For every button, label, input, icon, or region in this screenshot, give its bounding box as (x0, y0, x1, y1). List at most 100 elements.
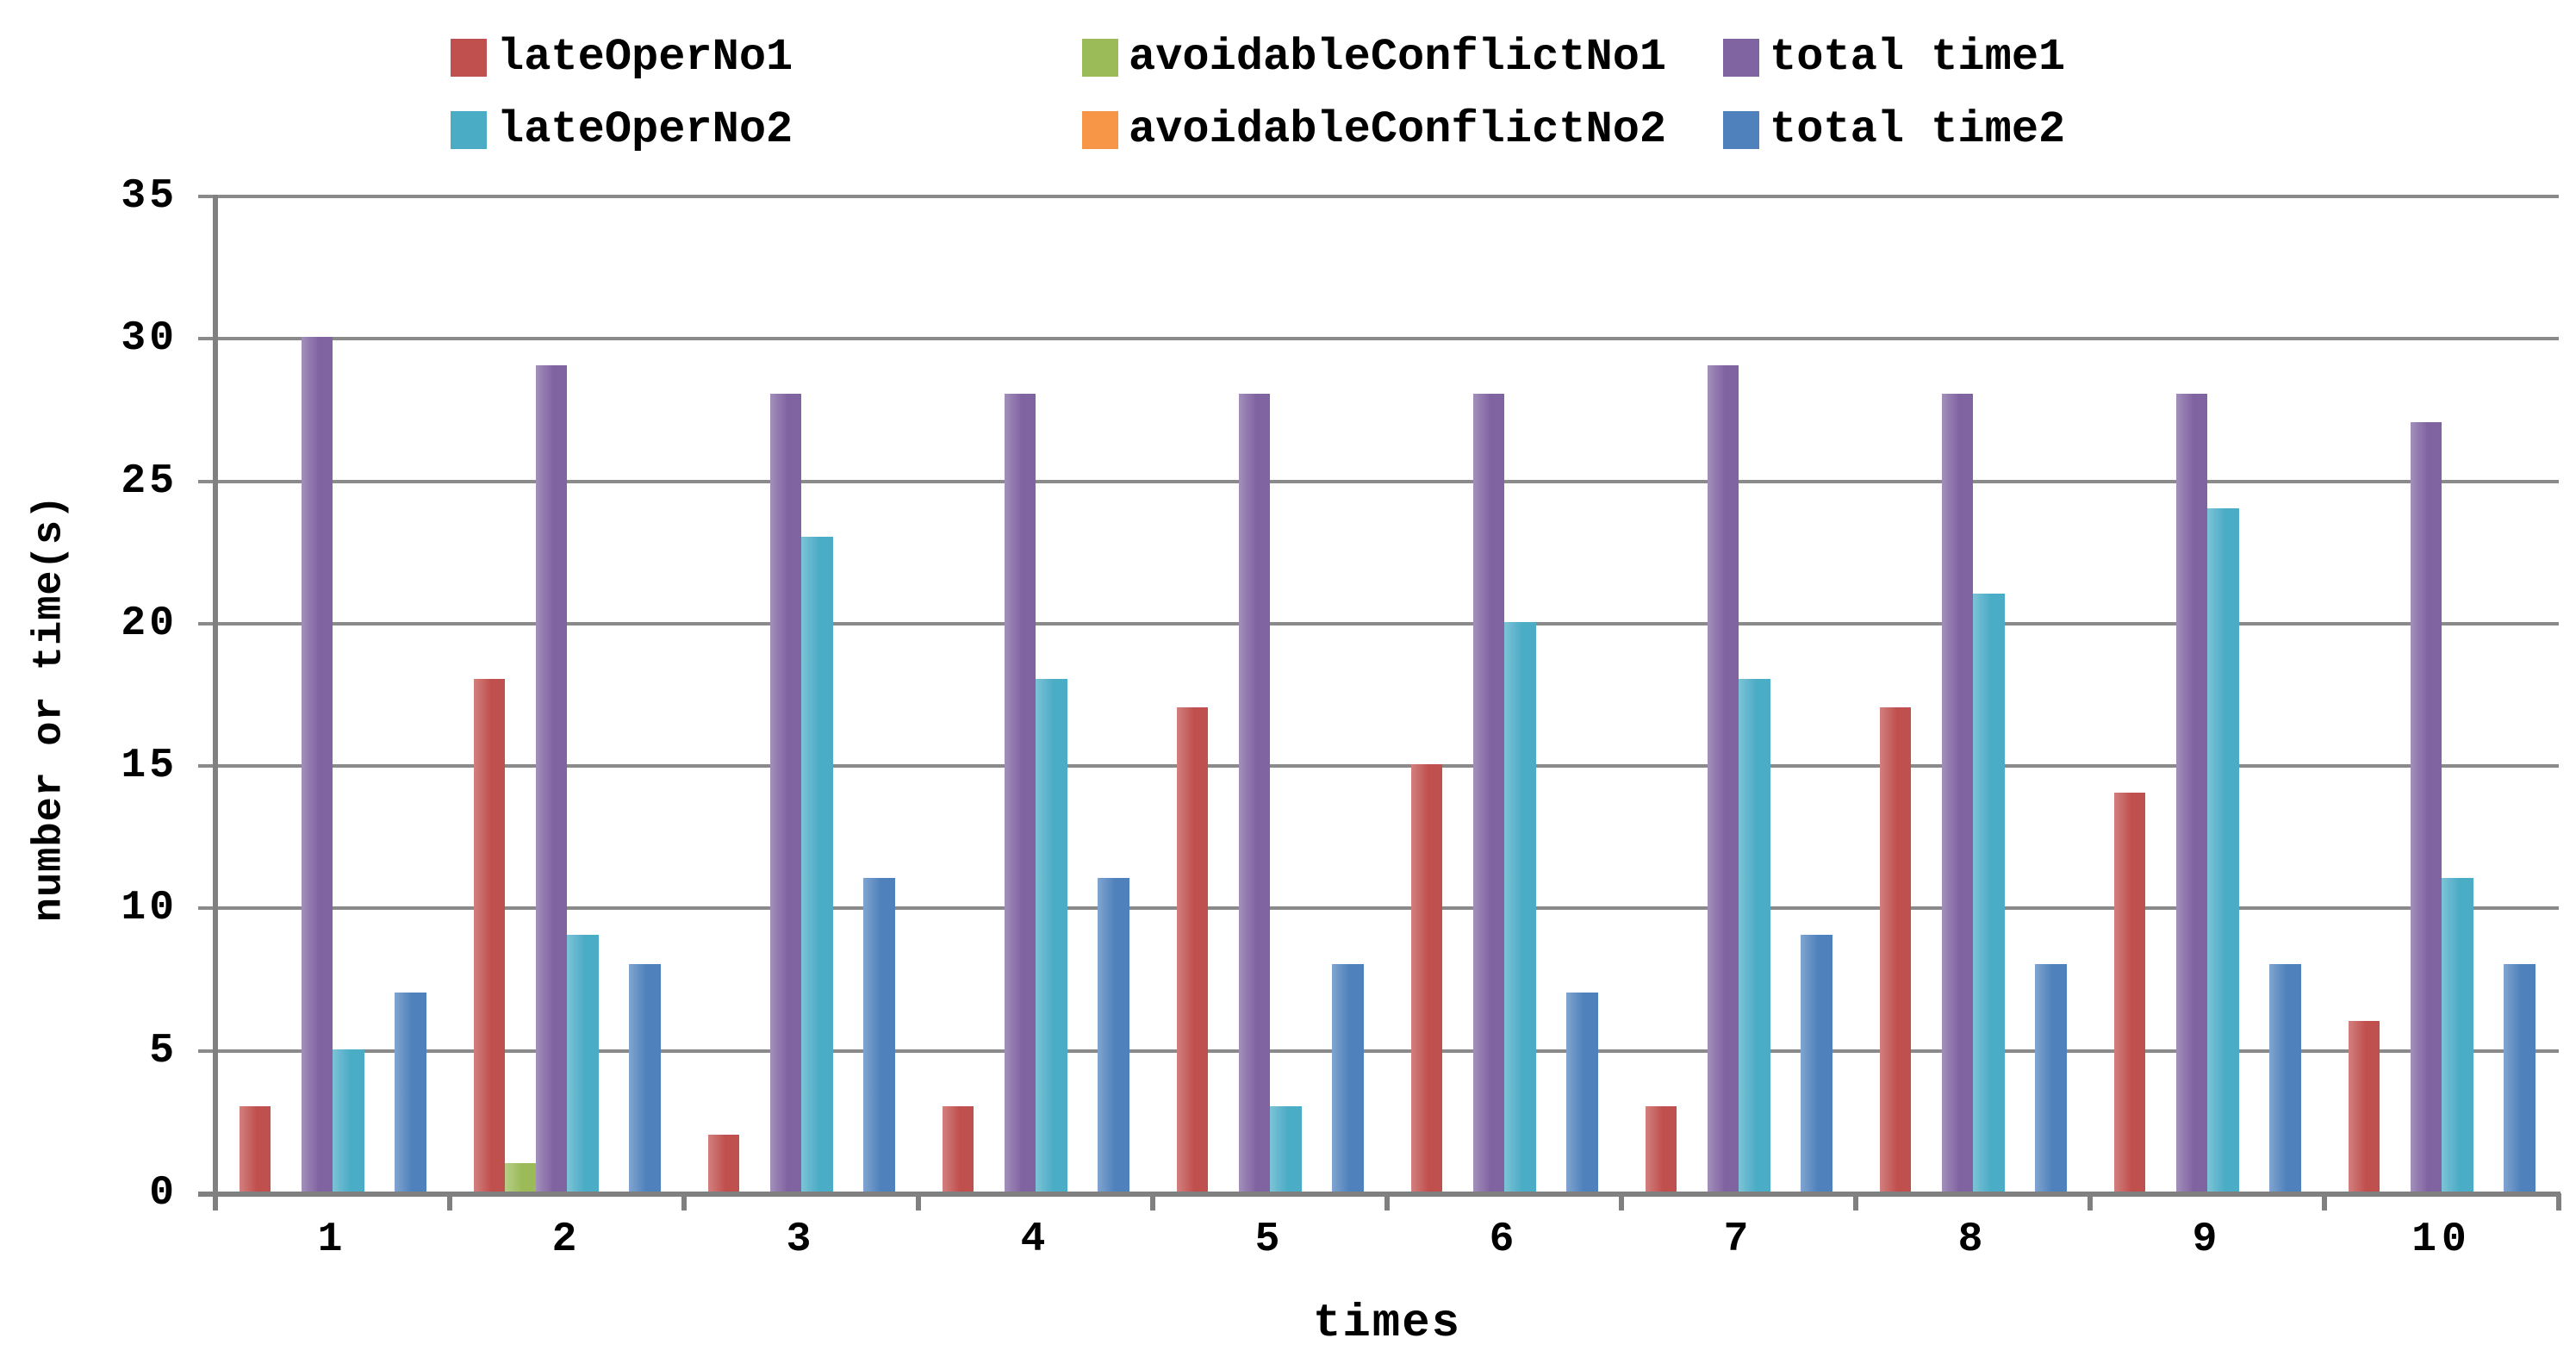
bar (1879, 707, 1912, 1192)
x-tick-mark (447, 1193, 452, 1211)
legend-label: lateOperNo2 (497, 104, 793, 155)
gridline (198, 1049, 2559, 1053)
bar-highlight (707, 1134, 740, 1192)
legend-swatch (1723, 111, 1759, 149)
legend-label: avoidableConflictNo2 (1129, 104, 1667, 155)
gridline (198, 479, 2559, 483)
legend-entry: lateOperNo2 (451, 104, 793, 155)
bar-highlight (473, 678, 506, 1192)
bar (473, 678, 506, 1192)
x-tick-label: 4 (1020, 1217, 1051, 1263)
bar-highlight (2442, 878, 2473, 1192)
bar-highlight (629, 963, 661, 1192)
bar (1801, 935, 1832, 1192)
x-tick-label: 7 (1723, 1217, 1754, 1263)
bar-highlight (1801, 935, 1832, 1192)
gridline (198, 906, 2559, 911)
bar (2035, 963, 2067, 1192)
legend-label: total time1 (1770, 32, 2066, 83)
bar-highlight (567, 935, 599, 1192)
bar (1941, 394, 1974, 1192)
bar-highlight (769, 394, 802, 1192)
bar (2504, 963, 2536, 1192)
x-tick-label: 3 (786, 1217, 817, 1263)
bar-highlight (1504, 621, 1536, 1192)
x-tick-mark (2322, 1193, 2327, 1211)
legend-swatch (451, 111, 487, 149)
legend-entry: lateOperNo1 (451, 32, 793, 83)
x-tick-label: 10 (2411, 1217, 2472, 1263)
y-tick-label: 35 (121, 173, 177, 220)
bar (2113, 793, 2146, 1192)
bar (1645, 1105, 1677, 1192)
legend-entry: total time2 (1723, 104, 2066, 155)
bar-highlight (2269, 963, 2301, 1192)
x-tick-mark (2088, 1193, 2093, 1211)
bar (1036, 678, 1067, 1192)
x-tick-label: 9 (2192, 1217, 2223, 1263)
legend-entry: avoidableConflictNo2 (1082, 104, 1667, 155)
bar (567, 935, 599, 1192)
bar-highlight (2175, 394, 2208, 1192)
bar (629, 963, 661, 1192)
bar-highlight (801, 536, 833, 1192)
x-tick-mark (1384, 1193, 1390, 1211)
bar-highlight (1238, 394, 1271, 1192)
bar-highlight (863, 878, 895, 1192)
bar (1707, 365, 1739, 1192)
gridline (198, 195, 2559, 198)
x-tick-label: 2 (551, 1217, 582, 1263)
bar (301, 337, 333, 1192)
bar-highlight (1973, 593, 2005, 1192)
y-tick-label: 10 (121, 885, 177, 932)
bar (239, 1105, 271, 1192)
bar (1004, 394, 1036, 1192)
gridline (198, 764, 2559, 769)
bar (1973, 593, 2005, 1192)
gridline (198, 621, 2559, 625)
bar-highlight (504, 1162, 537, 1192)
x-tick-label: 1 (317, 1217, 348, 1263)
bar (1739, 678, 1770, 1192)
bar-highlight (301, 337, 333, 1192)
bar (535, 365, 568, 1192)
legend-swatch (451, 39, 487, 77)
bar (1472, 394, 1505, 1192)
bar-highlight (1270, 1105, 1302, 1192)
y-tick-label: 30 (121, 315, 177, 363)
legend-label: total time2 (1770, 104, 2066, 155)
bar-highlight (1739, 678, 1770, 1192)
bar-highlight (239, 1105, 271, 1192)
legend-swatch (1082, 111, 1118, 149)
x-tick-mark (1619, 1193, 1624, 1211)
bar (2410, 422, 2442, 1192)
bar-highlight (395, 992, 426, 1192)
bar (2348, 1020, 2380, 1192)
bar (769, 394, 802, 1192)
bar-highlight (333, 1049, 364, 1192)
bar (1332, 963, 1364, 1192)
bar (801, 536, 833, 1192)
bar (863, 878, 895, 1192)
bar (333, 1049, 364, 1192)
bar (2175, 394, 2208, 1192)
bar-highlight (1566, 992, 1598, 1192)
x-tick-mark (1853, 1193, 1858, 1211)
bar (1566, 992, 1598, 1192)
bar-highlight (2113, 793, 2146, 1192)
bar-highlight (1098, 878, 1129, 1192)
bar (2442, 878, 2473, 1192)
bar-highlight (1472, 394, 1505, 1192)
legend-swatch (1723, 39, 1759, 77)
bar (2207, 507, 2239, 1192)
x-tick-mark (1150, 1193, 1155, 1211)
bar (395, 992, 426, 1192)
bar-highlight (2504, 963, 2536, 1192)
x-tick-mark (2556, 1193, 2561, 1211)
y-axis-title: number or time(s) (27, 494, 73, 923)
y-axis-line (213, 195, 218, 1211)
x-axis-title: times (1312, 1298, 1462, 1350)
bar-highlight (1004, 394, 1036, 1192)
legend-label: lateOperNo1 (497, 32, 793, 83)
